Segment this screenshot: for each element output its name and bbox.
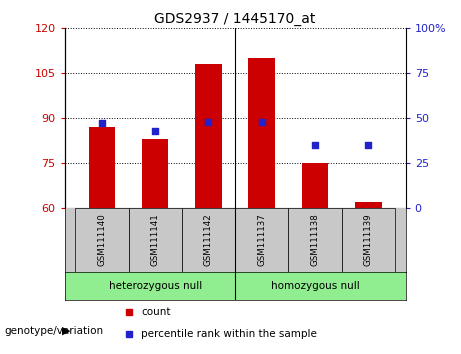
Point [258,119,266,125]
Point [365,142,372,148]
Bar [75,208,129,272]
Bar [129,208,182,272]
Text: GSM111141: GSM111141 [151,213,160,266]
Text: GSM111137: GSM111137 [257,213,266,266]
Text: count: count [142,307,171,317]
Bar [182,208,235,272]
Point [205,119,212,125]
Text: GSM111140: GSM111140 [97,213,106,266]
Text: percentile rank within the sample: percentile rank within the sample [142,329,317,339]
Bar [342,208,395,272]
Point [98,121,106,126]
Bar [302,163,328,208]
Bar [248,58,275,208]
Text: GSM111138: GSM111138 [311,213,319,266]
Point [152,128,159,133]
Text: homozygous null: homozygous null [271,281,360,291]
Bar [89,127,115,208]
Text: GSM111142: GSM111142 [204,213,213,266]
Bar [235,208,289,272]
Text: genotype/variation: genotype/variation [5,326,104,336]
Text: heterozygous null: heterozygous null [108,281,202,291]
Bar [142,139,168,208]
Title: GDS2937 / 1445170_at: GDS2937 / 1445170_at [154,12,316,26]
Text: ▶: ▶ [62,326,71,336]
Bar [355,202,382,208]
Point [311,142,319,148]
Text: GSM111139: GSM111139 [364,213,373,266]
Bar [195,64,222,208]
Bar [289,208,342,272]
